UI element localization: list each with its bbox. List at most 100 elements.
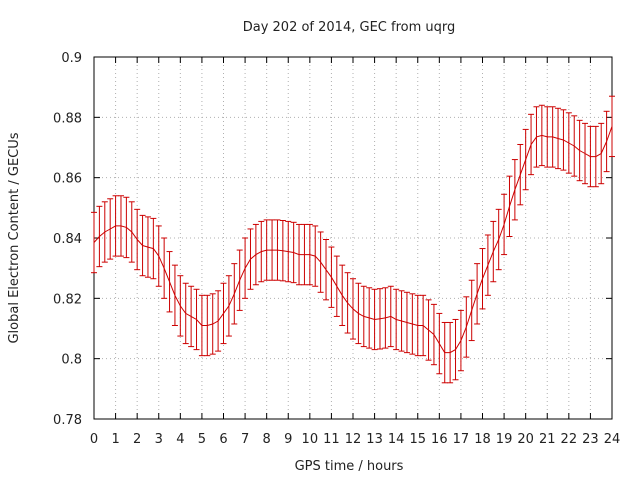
error-bar xyxy=(317,231,324,293)
x-tick-label: 15 xyxy=(409,432,426,447)
error-bar xyxy=(150,217,157,280)
y-tick-label: 0.78 xyxy=(53,413,82,428)
x-tick-label: 3 xyxy=(155,432,163,447)
error-bar xyxy=(161,237,168,299)
error-bar xyxy=(587,125,594,188)
error-bar xyxy=(134,208,141,271)
error-bar xyxy=(274,219,281,281)
x-axis-label: GPS time / hours xyxy=(295,459,404,474)
y-tick-label: 0.8 xyxy=(61,353,82,368)
error-bar xyxy=(501,193,508,256)
error-bar xyxy=(301,223,308,286)
error-bar xyxy=(393,288,400,351)
error-bar xyxy=(220,282,227,345)
error-bar xyxy=(236,249,243,311)
x-tick-label: 8 xyxy=(263,432,271,447)
chart-title: Day 202 of 2014, GEC from uqrg xyxy=(243,20,456,35)
error-bar xyxy=(285,220,292,283)
error-bar xyxy=(468,279,475,342)
error-bar xyxy=(506,175,513,237)
error-bar xyxy=(544,106,551,168)
error-bar xyxy=(312,225,319,287)
error-bar xyxy=(177,275,184,337)
error-bar xyxy=(209,293,216,355)
error-bar xyxy=(242,237,249,299)
x-tick-label: 10 xyxy=(302,432,319,447)
error-bar xyxy=(425,299,432,361)
x-tick-label: 1 xyxy=(111,432,119,447)
error-bar xyxy=(128,201,135,263)
error-bar xyxy=(376,288,383,350)
y-axis-label: Global Electron Content / GECUs xyxy=(7,132,22,343)
x-tick-label: 18 xyxy=(474,432,491,447)
error-bar xyxy=(355,282,362,345)
x-tick-label: 19 xyxy=(496,432,513,447)
error-bar xyxy=(555,107,562,170)
x-tick-label: 5 xyxy=(198,432,206,447)
error-bar xyxy=(609,95,615,158)
error-bar xyxy=(571,115,578,177)
x-tick-label: 17 xyxy=(453,432,470,447)
error-bar xyxy=(549,106,556,168)
error-bar xyxy=(323,239,330,301)
error-bar xyxy=(112,195,119,257)
x-tick-label: 21 xyxy=(539,432,556,447)
x-tick-label: 22 xyxy=(561,432,578,447)
error-bar xyxy=(452,318,459,381)
error-bar xyxy=(565,112,572,174)
x-tick-label: 12 xyxy=(345,432,362,447)
error-bar xyxy=(182,282,189,345)
error-bar xyxy=(398,290,405,352)
x-tick-label: 4 xyxy=(176,432,184,447)
error-bar xyxy=(420,294,427,357)
error-bar xyxy=(538,104,545,167)
error-bar xyxy=(166,251,173,313)
error-bar xyxy=(350,278,356,340)
error-bar xyxy=(598,122,605,185)
y-tick-label: 0.9 xyxy=(61,51,82,66)
error-bar xyxy=(517,143,524,206)
tick-labels: 0 1 2 3 4 5 6 7 8 9 10 11 12 13 14 15 16 17 18 19 20 21 22 23 24… xyxy=(53,51,620,447)
gec-series xyxy=(91,95,615,384)
error-bar xyxy=(366,287,373,349)
error-bar xyxy=(560,109,567,171)
error-bar xyxy=(495,208,502,271)
error-bar xyxy=(258,220,265,283)
error-bar xyxy=(123,196,130,259)
y-tick-label: 0.84 xyxy=(53,232,82,247)
error-bar xyxy=(479,248,486,310)
error-bar xyxy=(511,159,518,221)
x-tick-label: 0 xyxy=(90,432,98,447)
x-tick-label: 13 xyxy=(366,432,383,447)
error-bar xyxy=(247,228,254,290)
error-bar xyxy=(371,288,378,351)
x-tick-label: 16 xyxy=(431,432,448,447)
error-bar xyxy=(382,287,389,349)
error-bar xyxy=(430,303,437,366)
error-bar xyxy=(139,214,146,277)
error-bar xyxy=(171,264,178,326)
error-bar xyxy=(403,291,410,354)
error-bar xyxy=(409,293,416,355)
x-tick-label: 14 xyxy=(388,432,405,447)
y-tick-label: 0.86 xyxy=(53,172,82,187)
error-bar xyxy=(144,216,151,278)
error-bar xyxy=(290,221,297,284)
y-tick-label: 0.88 xyxy=(53,111,82,126)
error-bar xyxy=(269,219,276,281)
x-tick-label: 9 xyxy=(284,432,292,447)
error-bar xyxy=(333,255,340,317)
error-bar xyxy=(155,225,162,287)
error-bar xyxy=(96,205,103,268)
error-bar xyxy=(344,272,351,334)
error-bar xyxy=(528,113,535,176)
error-bar xyxy=(263,219,270,281)
error-bar xyxy=(576,119,583,182)
error-bar xyxy=(188,285,195,348)
x-tick-label: 24 xyxy=(604,432,621,447)
x-tick-label: 20 xyxy=(517,432,534,447)
error-bar xyxy=(582,122,589,185)
x-tick-label: 11 xyxy=(323,432,340,447)
